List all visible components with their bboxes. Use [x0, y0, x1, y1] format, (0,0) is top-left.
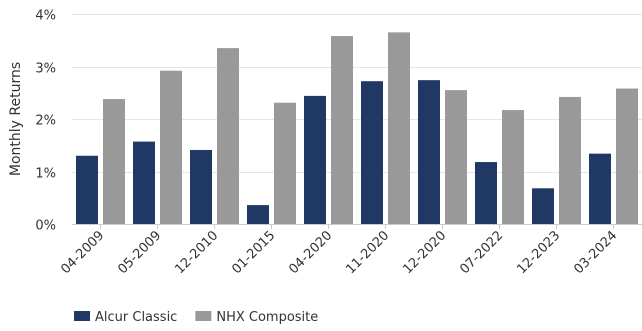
bar-alcur-classic: [418, 80, 440, 225]
bar-nhx-composite: [217, 48, 239, 224]
legend-swatch: [74, 311, 90, 321]
y-tick-label: 1%: [35, 167, 56, 182]
x-tick-label: 12-2023: [514, 228, 563, 277]
y-axis-label: Monthly Returns: [8, 62, 24, 176]
x-tick-label: 11-2020: [343, 228, 392, 277]
bar-nhx-composite: [388, 32, 410, 224]
legend: Alcur Classic NHX Composite: [74, 310, 318, 325]
legend-label: NHX Composite: [216, 310, 318, 325]
gridlines: [72, 14, 642, 173]
x-tick-label: 05-2009: [115, 228, 164, 277]
bar-nhx-composite: [502, 110, 524, 224]
legend-swatch: [195, 311, 212, 321]
y-axis-ticks: 0% 1% 2% 3% 4%: [35, 9, 56, 234]
bar-nhx-composite: [445, 90, 467, 224]
bar-nhx-composite: [160, 70, 182, 224]
x-tick-label: 01-2015: [229, 228, 278, 277]
bar-alcur-classic: [475, 162, 497, 224]
x-axis-ticks: 04-2009 05-2009 12-2010 01-2015 04-2020 11-20…: [58, 224, 620, 277]
y-tick-label: 2%: [35, 114, 56, 129]
bar-alcur-classic: [76, 155, 98, 224]
x-tick-label: 12-2010: [172, 228, 221, 277]
bar-alcur-classic: [247, 205, 269, 224]
x-tick-label: 07-2022: [457, 228, 506, 277]
bar-nhx-composite: [274, 102, 296, 224]
y-tick-label: 0%: [35, 219, 56, 234]
bars: [76, 32, 638, 225]
bar-alcur-classic: [190, 149, 212, 224]
y-tick-label: 3%: [35, 62, 56, 77]
x-tick-label: 03-2024: [571, 228, 620, 277]
legend-label: Alcur Classic: [95, 310, 177, 325]
bar-alcur-classic: [361, 81, 383, 224]
bar-nhx-composite: [616, 88, 638, 224]
bar-nhx-composite: [103, 99, 125, 224]
bar-alcur-classic: [304, 95, 326, 225]
bar-alcur-classic: [589, 153, 611, 224]
y-tick-label: 4%: [35, 9, 56, 24]
x-tick-label: 12-2020: [400, 228, 449, 277]
bar-nhx-composite: [559, 96, 581, 224]
bar-alcur-classic: [133, 141, 155, 224]
bar-alcur-classic: [532, 188, 554, 224]
x-tick-label: 04-2009: [58, 228, 107, 277]
x-tick-label: 04-2020: [286, 228, 335, 277]
bar-nhx-composite: [331, 36, 353, 224]
